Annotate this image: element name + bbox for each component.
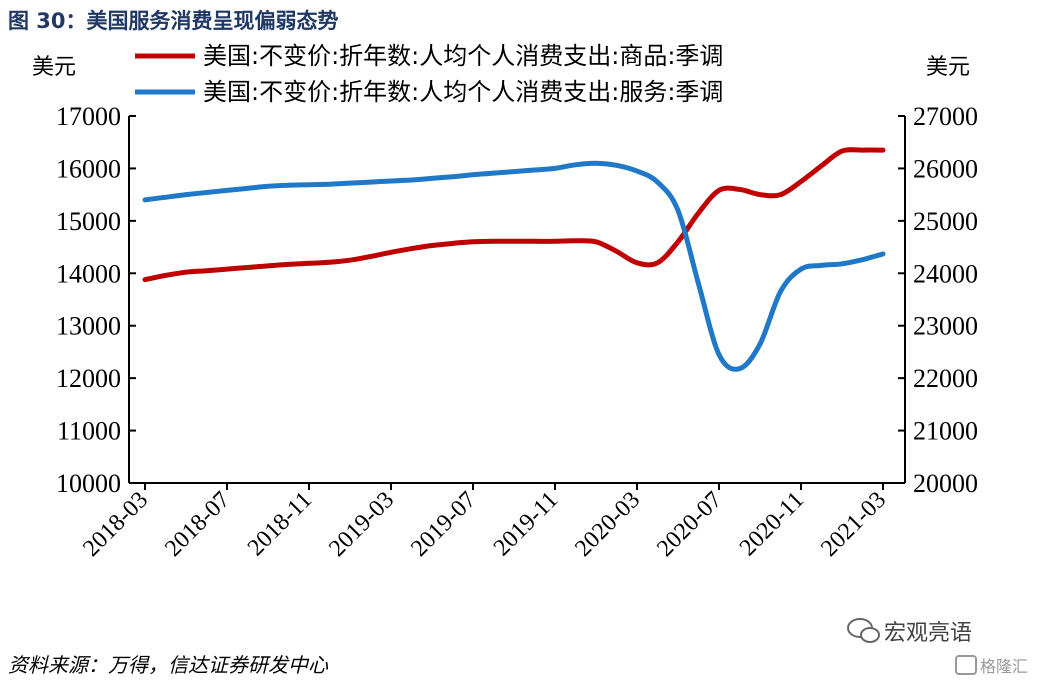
x-tick-label: 2021-03	[816, 487, 891, 562]
x-tick-label: 2019-07	[406, 487, 481, 562]
series-line-services	[142, 160, 886, 372]
x-tick-label: 2019-03	[324, 487, 399, 562]
brand-logo-icon	[955, 655, 977, 675]
watermark-brand: 格隆汇	[980, 657, 1028, 676]
legend-label-goods: 美国:不变价:折年数:人均个人消费支出:商品:季调	[203, 42, 723, 70]
left-tick-label: 17000	[56, 102, 121, 131]
left-tick-label: 14000	[56, 259, 121, 288]
watermark: 宏观亮语 格隆汇	[847, 618, 1028, 676]
right-tick-label: 25000	[913, 207, 978, 236]
axes	[128, 116, 906, 484]
source-note: 资料来源：万得，信达证券研发中心	[8, 653, 329, 677]
left-tick-label: 12000	[56, 364, 121, 393]
right-tick-label: 20000	[913, 469, 978, 498]
x-tick-label: 2020-03	[570, 487, 645, 562]
series-line-goods	[142, 147, 886, 283]
right-tick-label: 27000	[913, 102, 978, 131]
left-axis-unit: 美元	[32, 55, 76, 80]
left-tick-label: 13000	[56, 312, 121, 341]
right-tick-label: 24000	[913, 259, 978, 288]
series-layer	[142, 147, 886, 372]
x-tick-label: 2020-07	[652, 487, 727, 562]
x-tick-label: 2018-03	[78, 487, 153, 562]
figure-title: 图 30：美国服务消费呈现偏弱态势	[8, 9, 339, 33]
x-tick-label: 2018-07	[160, 487, 235, 562]
left-tick-label: 16000	[56, 154, 121, 183]
right-tick-label: 26000	[913, 154, 978, 183]
right-tick-label: 23000	[913, 312, 978, 341]
left-axis-ticks: 10000 11000 12000 13000 14000 15000 16000 17000	[56, 102, 136, 498]
right-tick-label: 22000	[913, 364, 978, 393]
left-tick-label: 10000	[56, 469, 121, 498]
legend-label-services: 美国:不变价:折年数:人均个人消费支出:服务:季调	[203, 78, 723, 106]
left-tick-label: 15000	[56, 207, 121, 236]
wechat-icon	[847, 618, 880, 643]
x-tick-label: 2020-11	[735, 487, 809, 561]
legend: 美国:不变价:折年数:人均个人消费支出:商品:季调 美国:不变价:折年数:人均个…	[135, 42, 723, 106]
x-axis-ticks: 2018-03 2018-07 2018-11 2019-03 2019-07 2019-…	[78, 483, 891, 562]
x-tick-label: 2018-11	[243, 487, 317, 561]
watermark-account: 宏观亮语	[884, 621, 972, 646]
x-tick-label: 2019-11	[489, 487, 563, 561]
right-axis-unit: 美元	[926, 55, 970, 80]
right-axis-ticks: 20000 21000 22000 23000 24000 25000 26000 27000	[898, 102, 978, 498]
left-tick-label: 11000	[57, 417, 121, 446]
right-tick-label: 21000	[913, 417, 978, 446]
